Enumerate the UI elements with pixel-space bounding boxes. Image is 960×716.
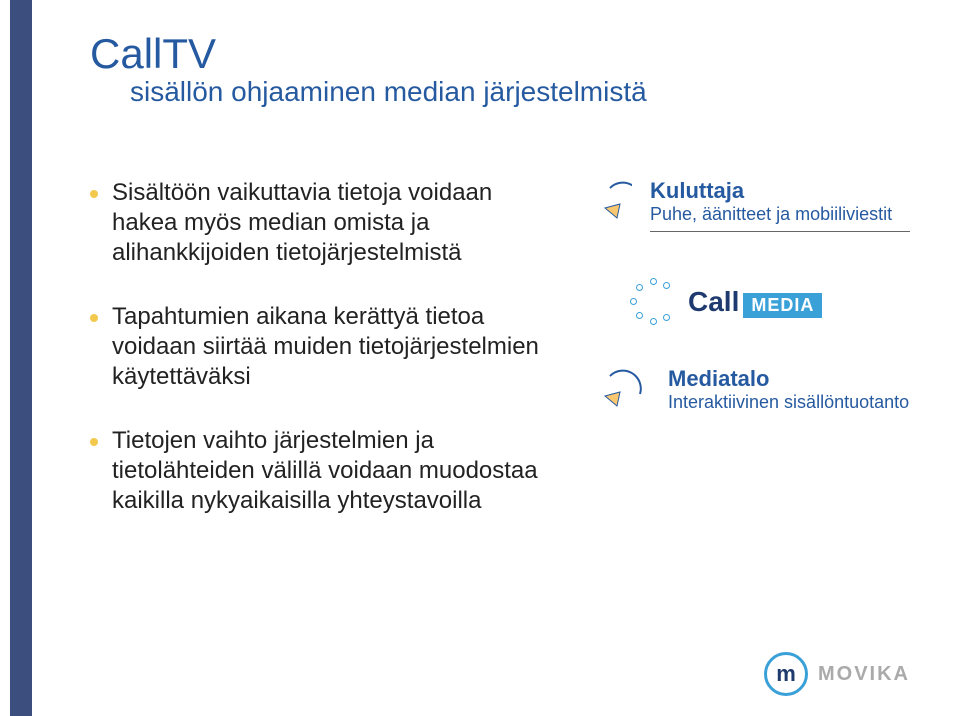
list-item: Tietojen vaihto järjestelmien ja tietolä… (90, 426, 560, 516)
arrow-down-icon (590, 178, 632, 238)
page-title: CallTV (90, 30, 910, 78)
bullet-list: Sisältöön vaikuttavia tietoja voidaan ha… (90, 178, 560, 550)
footer-badge-letter: m (776, 661, 796, 687)
list-item: Sisältöön vaikuttavia tietoja voidaan ha… (90, 178, 560, 268)
footer-logo: m MOVIKA (764, 652, 910, 696)
divider-line (650, 231, 910, 232)
callmedia-logo: Call MEDIA (630, 278, 910, 326)
left-accent-bar (10, 0, 32, 716)
body-row: Sisältöön vaikuttavia tietoja voidaan ha… (90, 178, 910, 550)
right-column: Kuluttaja Puhe, äänitteet ja mobiilivies… (590, 178, 910, 550)
mediahouse-block: Mediatalo Interaktiivinen sisällöntuotan… (590, 366, 910, 426)
bullet-text: Tapahtumien aikana kerättyä tietoa voida… (112, 302, 560, 392)
list-item: Tapahtumien aikana kerättyä tietoa voida… (90, 302, 560, 392)
consumer-heading: Kuluttaja (650, 178, 910, 204)
slide-content: CallTV sisällön ohjaaminen median järjes… (90, 30, 910, 550)
bullet-icon (90, 314, 98, 322)
callmedia-call-text: Call (688, 286, 739, 318)
consumer-subtext: Puhe, äänitteet ja mobiiliviestit (650, 204, 910, 225)
bullet-text: Sisältöön vaikuttavia tietoja voidaan ha… (112, 178, 560, 268)
callmedia-media-badge: MEDIA (743, 293, 822, 318)
bullet-text: Tietojen vaihto järjestelmien ja tietolä… (112, 426, 560, 516)
footer-brand-name: MOVIKA (818, 663, 910, 686)
consumer-block: Kuluttaja Puhe, äänitteet ja mobiilivies… (590, 178, 910, 238)
page-subtitle: sisällön ohjaaminen median järjestelmist… (130, 76, 910, 108)
mediahouse-subtext: Interaktiivinen sisällöntuotanto (668, 392, 909, 413)
mediahouse-heading: Mediatalo (668, 366, 909, 392)
footer-badge-icon: m (764, 652, 808, 696)
bullet-icon (90, 190, 98, 198)
callmedia-dots-icon (630, 278, 678, 326)
bullet-icon (90, 438, 98, 446)
arrow-down-icon (590, 366, 650, 426)
